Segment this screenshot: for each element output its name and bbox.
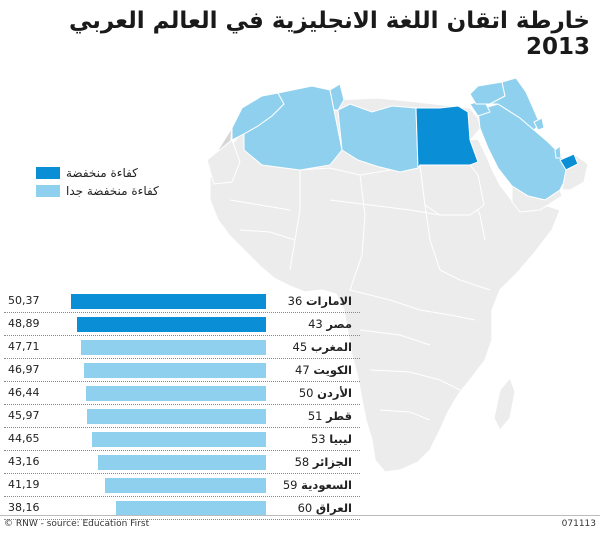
ranking-position: 36 [287,294,303,308]
ranking-label: الأردن 50 [272,386,352,400]
ranking-country: مصر [326,317,352,331]
yemen [511,185,563,213]
ranking-label: الامارات 36 [272,294,352,308]
ranking-row: 44,65 ليبيا 53 [0,429,360,451]
iraq [489,77,541,131]
ranking-country: السعودية [301,478,352,492]
ranking-row: 38,16 العراق 60 [0,498,360,520]
ranking-country: المغرب [310,340,352,354]
legend-label-low: كفاءة منخفضة [66,166,138,180]
ranking-position: 59 [282,478,298,492]
ranking-bar [104,478,266,493]
footer-credit: © RNW - source: Education First [4,519,150,529]
ranking-position: 50 [298,386,314,400]
ranking-position: 47 [295,363,310,377]
ranking-row-divider [4,381,360,382]
ranking-score: 50,37 [8,294,40,307]
ranking-row-divider [4,335,360,336]
kuwait [533,117,545,131]
ranking-country: الكويت [313,363,352,377]
ranking-score: 44,65 [8,432,40,445]
ranking-score: 41,19 [8,478,40,491]
ranking-row: 47,71 المغرب 45 [0,337,360,359]
footer-divider [0,515,600,516]
ranking-position: 45 [292,340,308,354]
ranking-row: 50,37 الامارات 36 [0,291,360,313]
ranking-row-divider [4,450,360,451]
ranking-row-divider [4,427,360,428]
ranking-score: 45,97 [8,409,40,422]
ranking-position: 53 [310,432,326,446]
ranking-country: العراق [315,501,352,515]
ranking-label: السعودية 59 [272,478,352,492]
ranking-label: العراق 60 [272,501,352,515]
sudan [419,164,485,216]
ranking-bar [80,340,266,355]
ranking-row: 43,16 الجزائر 58 [0,452,360,474]
ranking-row: 41,19 السعودية 59 [0,475,360,497]
africa-arab-world-map [206,77,589,473]
legend-swatch-very-low [36,185,60,197]
qatar [554,145,562,159]
ranking-score: 38,16 [8,501,40,514]
madagascar [493,377,516,431]
ranking-country: الجزائر [312,455,352,469]
legend-item-low: كفاءة منخفضة [36,165,236,181]
ranking-score: 46,44 [8,386,40,399]
ranking-position: 58 [294,455,310,469]
ranking-bar [76,317,266,332]
ranking-bar [116,501,266,516]
egypt [415,105,479,170]
ranking-score: 48,89 [8,317,40,330]
ranking-row-divider [4,312,360,313]
map-title: خارطة اتقان اللغة الانجليزية في العالم ا… [68,8,590,60]
ranking-row-divider [4,519,360,520]
ranking-label: قطر 51 [272,409,352,423]
ranking-score: 43,16 [8,455,40,468]
ranking-bar [97,455,266,470]
ranking-row-divider [4,358,360,359]
ranking-label: الكويت 47 [272,363,352,377]
ranking-label: المغرب 45 [272,340,352,354]
ranking-country: الأردن [317,386,352,400]
ranking-score: 46,97 [8,363,40,376]
ranking-position: 60 [297,501,313,515]
mauritania [206,139,241,185]
ranking-row: 48,89 مصر 43 [0,314,360,336]
ranking-row: 45,97 قطر 51 [0,406,360,428]
ranking-row: 46,44 الأردن 50 [0,383,360,405]
ranking-country: الامارات [305,294,352,308]
tunisia [329,83,345,111]
legend-swatch-low [36,167,60,179]
oman [561,152,589,191]
ranking-label: مصر 43 [272,317,352,331]
ranking-bar [85,386,266,401]
ranking-bar [87,409,266,424]
ranking-label: الجزائر 58 [272,455,352,469]
ranking-bar [71,294,266,309]
ranking-country: ليبيا [329,432,352,446]
ranking-position: 43 [308,317,323,331]
footer-code: 071113 [561,519,596,529]
legend-item-very-low: كفاءة منخفضة جدا [36,183,236,199]
ranking-row: 46,97 الكويت 47 [0,360,360,382]
ranking-bar [92,432,266,447]
ranking-row-divider [4,496,360,497]
ranking-label: ليبيا 53 [272,432,352,446]
legend-label-very-low: كفاءة منخفضة جدا [66,184,159,198]
ranking-score: 47,71 [8,340,40,353]
ranking-position: 51 [307,409,323,423]
ranking-country: قطر [326,409,352,423]
ranking-row-divider [4,404,360,405]
ranking-row-divider [4,473,360,474]
ranking-bar [83,363,266,378]
